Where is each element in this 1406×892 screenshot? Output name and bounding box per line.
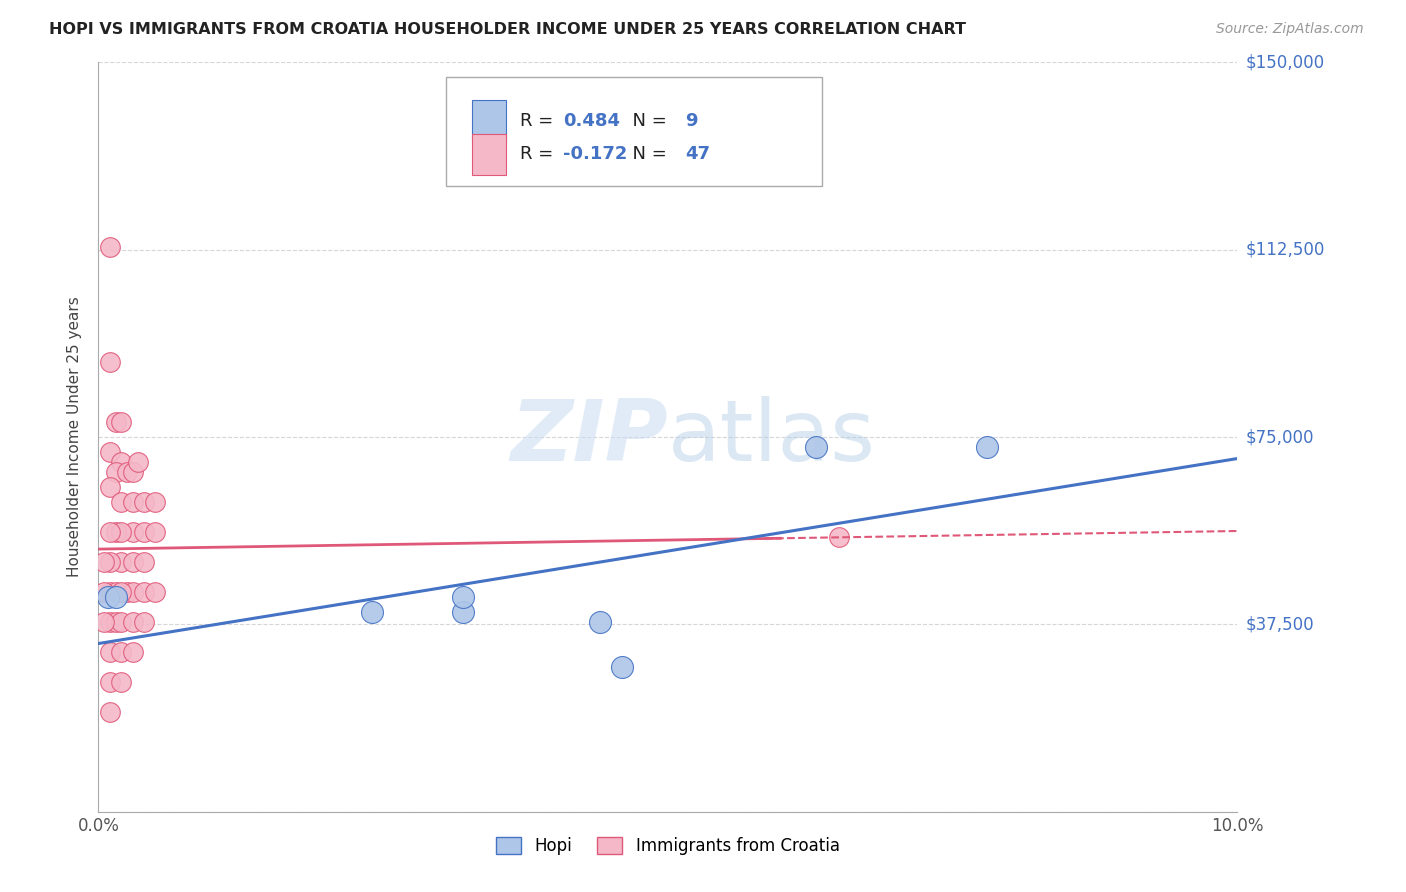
Point (145, 585, 167, 599)
Point (828, 530, 851, 544)
Point (98, 674, 121, 689)
Point (104, 524, 127, 539)
Point (104, 615, 127, 629)
Point (115, 465, 138, 479)
Point (98, 615, 121, 629)
Text: ZIP: ZIP (510, 395, 668, 479)
Point (115, 585, 138, 599)
Point (121, 465, 143, 479)
Text: $112,500: $112,500 (1246, 241, 1324, 259)
Point (121, 524, 143, 539)
Point (98, 645, 121, 659)
Text: HOPI VS IMMIGRANTS FROM CROATIA HOUSEHOLDER INCOME UNDER 25 YEARS CORRELATION CH: HOPI VS IMMIGRANTS FROM CROATIA HOUSEHOL… (49, 22, 966, 37)
Point (110, 415, 132, 429)
Point (145, 495, 167, 509)
Text: $75,000: $75,000 (1246, 428, 1315, 446)
Bar (472, 134, 506, 175)
Point (110, 555, 132, 569)
Point (121, 585, 143, 599)
Point (360, 605, 382, 619)
Point (132, 555, 155, 569)
Point (110, 495, 132, 509)
Point (121, 495, 143, 509)
Text: N =: N = (621, 145, 672, 163)
Point (588, 615, 610, 629)
Legend: Hopi, Immigrants from Croatia: Hopi, Immigrants from Croatia (488, 829, 848, 863)
Point (976, 440, 998, 454)
Point (98, 705, 121, 719)
Point (451, 605, 474, 619)
Point (98, 445, 121, 459)
Point (93, 585, 115, 599)
Y-axis label: Householder Income Under 25 years: Householder Income Under 25 years (67, 297, 83, 577)
Point (145, 524, 167, 539)
Bar (472, 100, 506, 141)
Point (127, 455, 149, 469)
Point (104, 415, 127, 429)
Point (110, 615, 132, 629)
Text: 9: 9 (685, 112, 697, 129)
Point (98, 524, 121, 539)
Point (98, 240, 121, 254)
Point (98, 355, 121, 369)
Point (451, 590, 474, 604)
Point (104, 465, 127, 479)
Point (104, 585, 127, 599)
Text: R =: R = (520, 112, 558, 129)
Point (93, 555, 115, 569)
Text: atlas: atlas (668, 395, 876, 479)
Point (98, 480, 121, 494)
Point (98, 555, 121, 569)
Text: N =: N = (621, 112, 672, 129)
Point (121, 555, 143, 569)
Point (110, 524, 132, 539)
Point (104, 590, 127, 604)
Point (121, 615, 143, 629)
Text: 0.484: 0.484 (562, 112, 620, 129)
Point (132, 524, 155, 539)
Text: R =: R = (520, 145, 558, 163)
Point (98, 585, 121, 599)
Point (96, 590, 118, 604)
Text: 47: 47 (685, 145, 710, 163)
Text: $37,500: $37,500 (1246, 615, 1315, 633)
Point (132, 615, 155, 629)
Point (110, 455, 132, 469)
Point (110, 674, 132, 689)
Point (110, 645, 132, 659)
Point (804, 440, 827, 454)
Text: -0.172: -0.172 (562, 145, 627, 163)
Point (132, 495, 155, 509)
Point (93, 615, 115, 629)
Text: Source: ZipAtlas.com: Source: ZipAtlas.com (1216, 22, 1364, 37)
Point (132, 585, 155, 599)
Point (110, 585, 132, 599)
Point (612, 660, 634, 674)
Point (121, 645, 143, 659)
FancyBboxPatch shape (446, 78, 821, 186)
Text: $150,000: $150,000 (1246, 54, 1324, 71)
